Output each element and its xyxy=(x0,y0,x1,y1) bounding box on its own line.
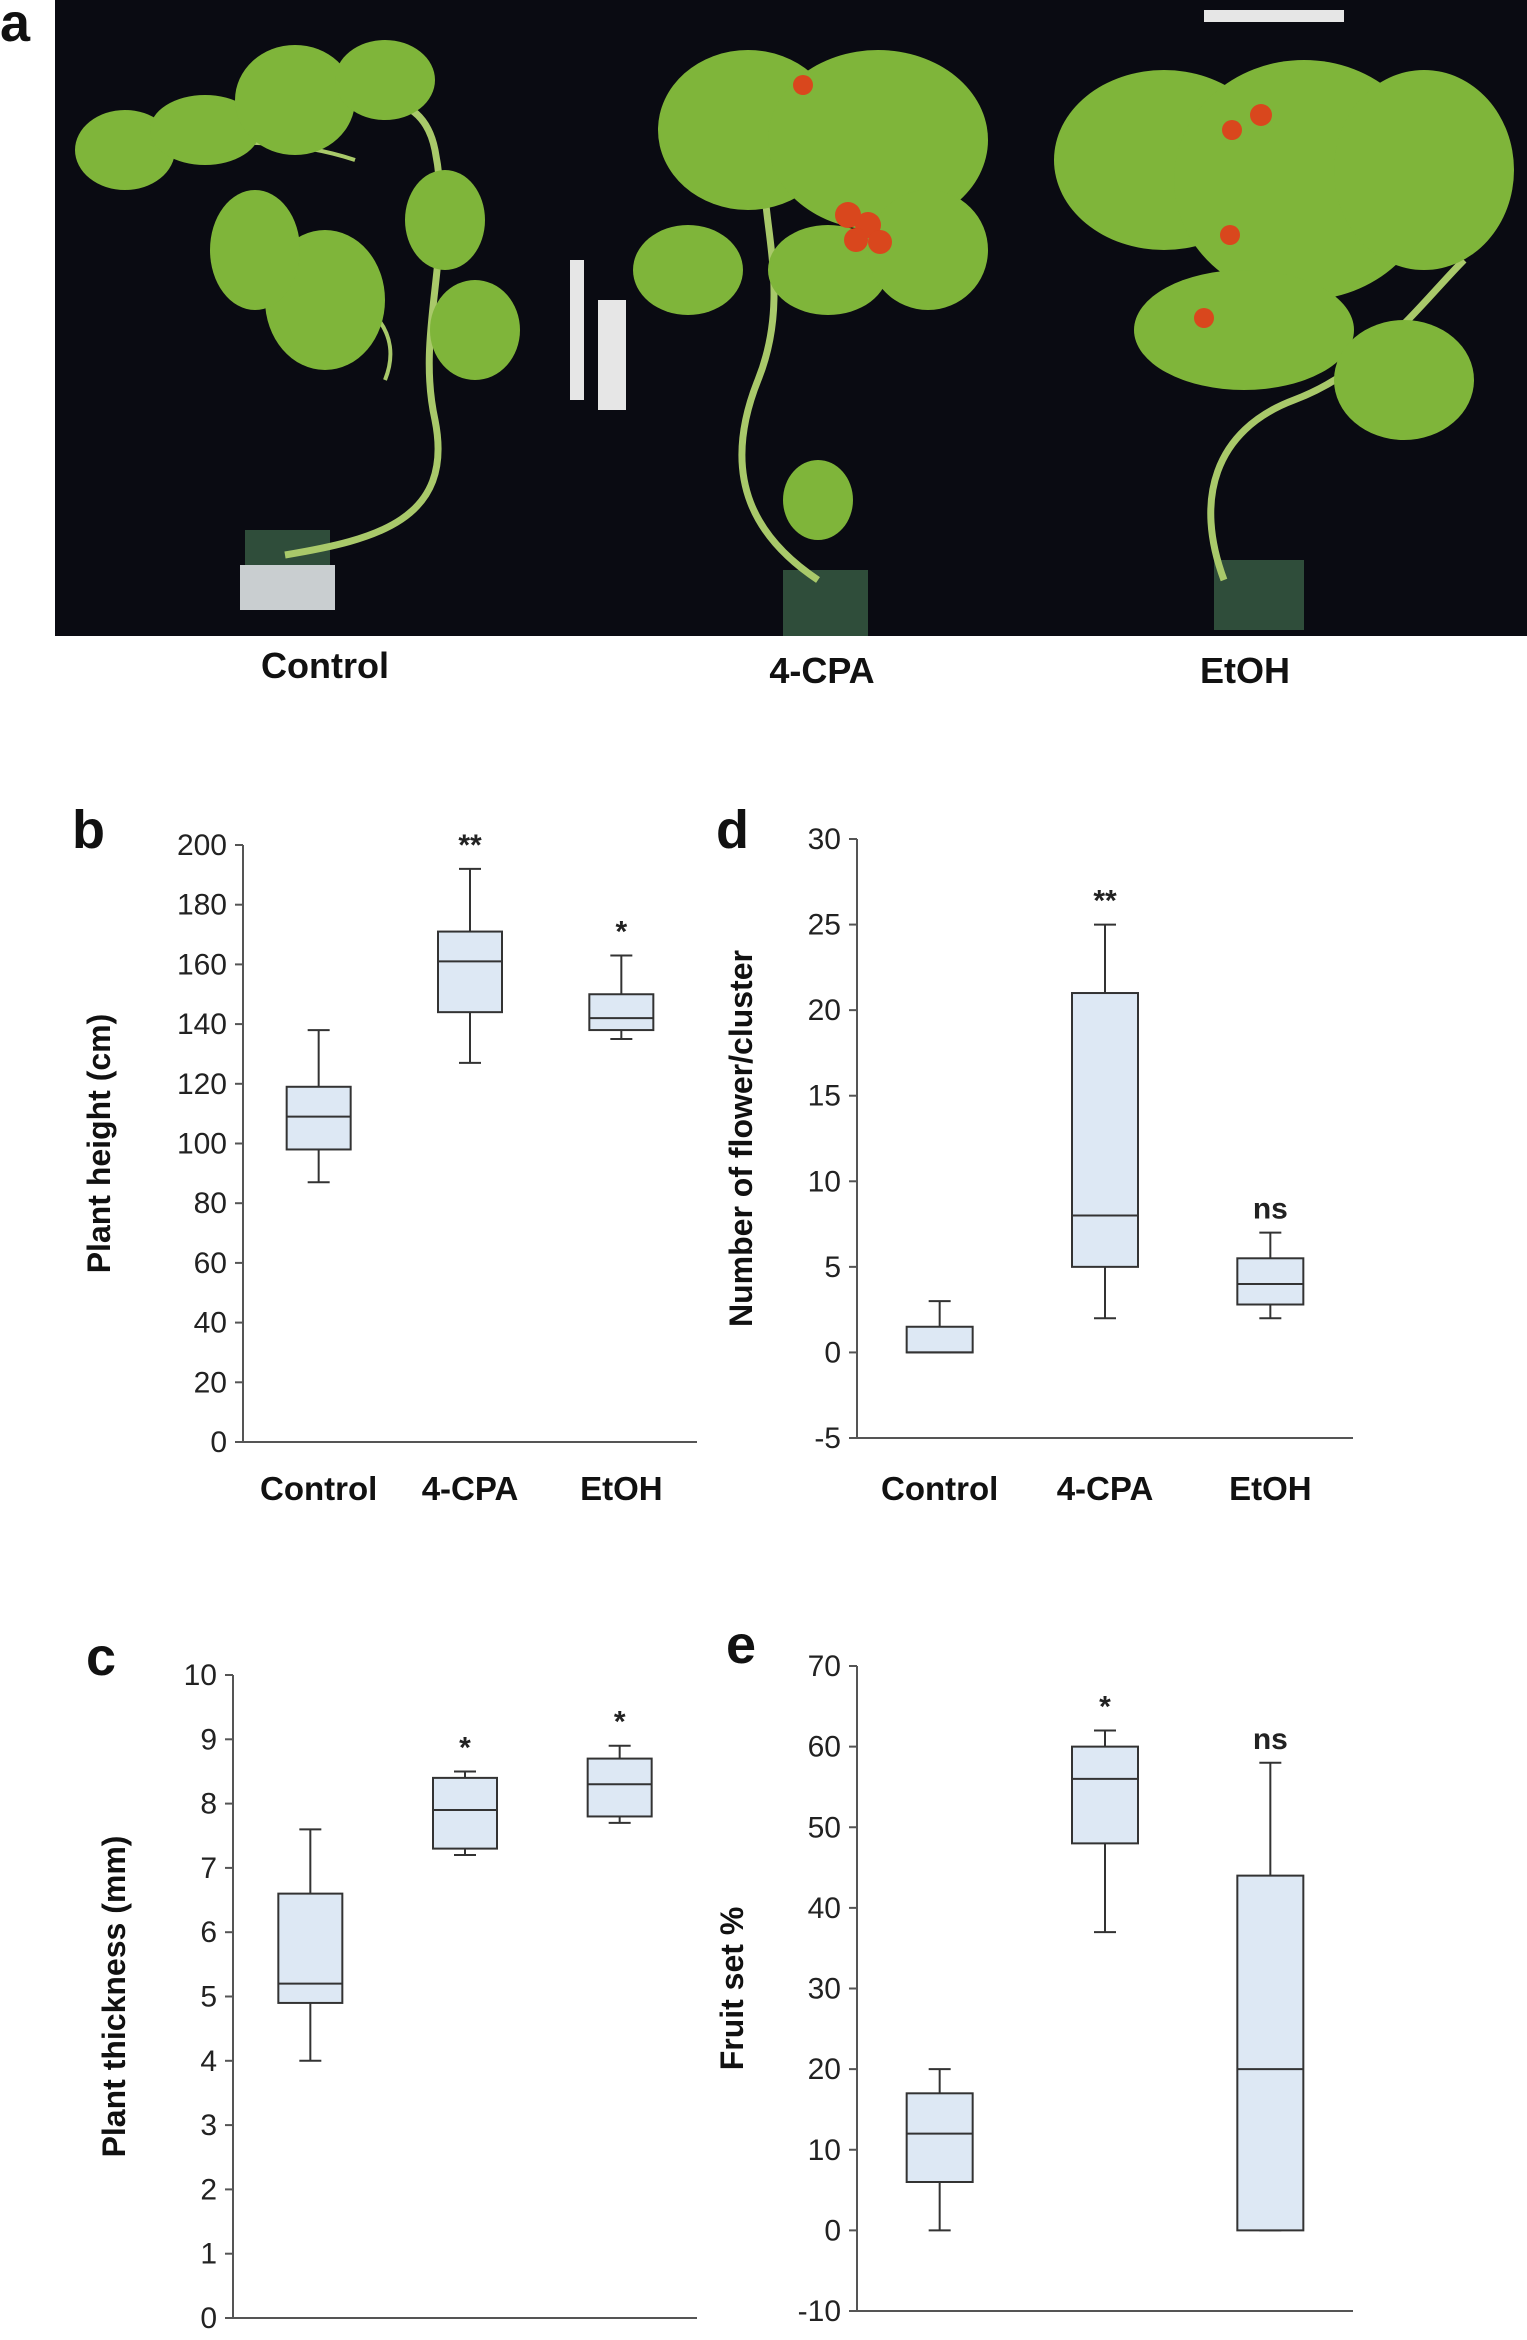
panel-letter-b: b xyxy=(72,800,105,860)
significance-label: * xyxy=(615,915,627,948)
y-tick-label: 1 xyxy=(200,2238,217,2271)
x-tick-label: EtOH xyxy=(580,1470,663,1507)
photo-control-plant xyxy=(55,0,598,636)
box-control xyxy=(285,1085,352,1151)
box-control xyxy=(277,1892,344,2004)
y-tick-label: 15 xyxy=(808,1080,841,1113)
plant-illustration-etoh xyxy=(1054,10,1514,630)
y-tick-label: 30 xyxy=(808,1973,841,2006)
y-tick-label: 40 xyxy=(194,1307,227,1340)
significance-label: ** xyxy=(1093,885,1117,918)
panel-letter-d: d xyxy=(716,800,749,860)
y-tick-label: 0 xyxy=(210,1426,227,1459)
y-tick-label: 2 xyxy=(200,2173,217,2206)
y-axis-label: Number of flower/cluster xyxy=(723,950,759,1327)
photo-caption-4cpa: 4-CPA xyxy=(769,650,875,691)
photo-4cpa-plant xyxy=(598,0,1044,636)
y-tick-label: 60 xyxy=(808,1731,841,1764)
significance-label: * xyxy=(459,1731,471,1764)
box-etoh xyxy=(586,1757,653,1818)
y-tick-label: 20 xyxy=(808,2053,841,2086)
y-tick-label: 30 xyxy=(808,823,841,856)
y-tick-label: 5 xyxy=(824,1251,841,1284)
y-tick-label: 0 xyxy=(200,2302,217,2335)
y-tick-label: 80 xyxy=(194,1187,227,1220)
x-tick-label: 4-CPA xyxy=(1057,1470,1154,1507)
significance-label: ** xyxy=(458,829,482,862)
box-4-cpa xyxy=(432,1776,498,1850)
photo-etoh-plant xyxy=(1044,0,1527,636)
box-etoh xyxy=(588,993,655,1032)
y-tick-label: 10 xyxy=(808,2134,841,2167)
x-tick-label: 4-CPA xyxy=(422,1470,519,1507)
photo-caption-control: Control xyxy=(261,645,389,686)
box-control xyxy=(905,2092,974,2183)
panel-letter-e: e xyxy=(726,1615,756,1675)
y-tick-label: 25 xyxy=(808,909,841,942)
y-tick-label: 9 xyxy=(200,1723,217,1756)
y-axis-label: Plant thickness (mm) xyxy=(96,1836,132,2158)
box-control xyxy=(905,1325,974,1354)
box-etoh xyxy=(1236,1257,1305,1306)
y-axis-label: Fruit set % xyxy=(714,1907,750,2071)
y-tick-label: 120 xyxy=(177,1068,227,1101)
panel-letter-a: a xyxy=(0,0,31,53)
y-tick-label: 20 xyxy=(194,1366,227,1399)
y-tick-label: 10 xyxy=(184,1659,217,1692)
y-tick-label: 6 xyxy=(200,1916,217,1949)
panel-letter-c: c xyxy=(86,1627,116,1687)
significance-label: * xyxy=(1099,1691,1111,1724)
photo-caption-etoh: EtOH xyxy=(1200,650,1290,691)
x-tick-label: Control xyxy=(260,1470,377,1507)
y-tick-label: 70 xyxy=(808,1650,841,1683)
y-tick-label: 180 xyxy=(177,889,227,922)
significance-label: * xyxy=(614,1706,626,1739)
y-tick-label: 3 xyxy=(200,2109,217,2142)
y-axis-label: Plant height (cm) xyxy=(81,1014,117,1274)
y-tick-label: 10 xyxy=(808,1165,841,1198)
y-tick-label: 5 xyxy=(200,1981,217,2014)
y-tick-label: 50 xyxy=(808,1811,841,1844)
y-tick-label: 0 xyxy=(824,1336,841,1369)
y-tick-label: 40 xyxy=(808,1892,841,1925)
y-tick-label: 7 xyxy=(200,1852,217,1885)
y-tick-label: 100 xyxy=(177,1128,227,1161)
y-tick-label: 60 xyxy=(194,1247,227,1280)
box-4-cpa xyxy=(437,930,503,1014)
y-tick-label: 20 xyxy=(808,994,841,1027)
box-4-cpa xyxy=(1071,1745,1139,1845)
box-etoh xyxy=(1236,1874,1305,2232)
box-4-cpa xyxy=(1071,992,1139,1268)
photo-panel-a: a xyxy=(0,0,1527,700)
x-tick-label: Control xyxy=(881,1470,998,1507)
y-tick-label: 140 xyxy=(177,1008,227,1041)
significance-label: ns xyxy=(1253,1193,1288,1226)
y-tick-label: -5 xyxy=(814,1422,841,1455)
y-tick-label: -10 xyxy=(798,2295,841,2328)
y-tick-label: 200 xyxy=(177,829,227,862)
x-tick-label: EtOH xyxy=(1229,1470,1312,1507)
y-tick-label: 4 xyxy=(200,2045,217,2078)
plant-illustration-4cpa xyxy=(598,50,988,636)
y-tick-label: 8 xyxy=(200,1788,217,1821)
significance-label: ns xyxy=(1253,1723,1288,1756)
y-tick-label: 160 xyxy=(177,948,227,981)
y-tick-label: 0 xyxy=(824,2214,841,2247)
plant-illustration-control xyxy=(75,40,584,610)
